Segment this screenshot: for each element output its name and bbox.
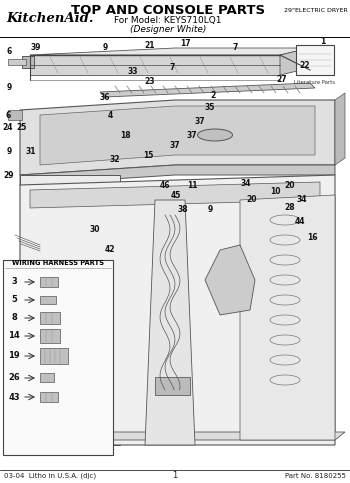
Text: 1: 1 [320, 38, 326, 46]
Text: 34: 34 [297, 196, 307, 204]
Text: 21: 21 [145, 42, 155, 51]
Text: 1: 1 [172, 471, 177, 481]
Text: 37: 37 [187, 130, 197, 140]
Text: KitchenAid.: KitchenAid. [6, 12, 93, 25]
Polygon shape [30, 182, 320, 208]
Text: (Designer White): (Designer White) [130, 26, 206, 34]
Bar [8, 59, 26, 65]
Bar [3, 260, 113, 455]
Bar [40, 277, 58, 287]
Polygon shape [280, 48, 310, 75]
Text: 35: 35 [205, 103, 215, 113]
Text: 26: 26 [8, 373, 20, 383]
Text: 39: 39 [31, 43, 41, 52]
Text: 20: 20 [247, 196, 257, 204]
Text: 11: 11 [187, 181, 197, 189]
Bar [40, 392, 58, 402]
Bar [22, 56, 34, 68]
Bar [40, 329, 60, 343]
Text: 5: 5 [11, 296, 17, 304]
Text: TOP AND CONSOLE PARTS: TOP AND CONSOLE PARTS [71, 3, 265, 16]
Text: 16: 16 [307, 233, 317, 242]
Text: 4: 4 [107, 111, 113, 119]
Polygon shape [240, 195, 335, 440]
Polygon shape [30, 48, 310, 55]
Text: 8: 8 [11, 313, 17, 323]
Polygon shape [20, 100, 335, 175]
Text: 19: 19 [8, 352, 20, 360]
Polygon shape [20, 175, 120, 445]
Text: 32: 32 [110, 156, 120, 165]
Bar [40, 373, 54, 382]
Text: Part No. 8180255: Part No. 8180255 [285, 473, 346, 479]
Text: 28: 28 [285, 202, 295, 212]
Text: 14: 14 [8, 331, 20, 341]
Polygon shape [30, 55, 280, 75]
Text: 38: 38 [178, 205, 188, 214]
Text: 2: 2 [210, 90, 216, 99]
Text: WIRING HARNESS PARTS: WIRING HARNESS PARTS [12, 260, 104, 266]
Text: 7: 7 [232, 43, 238, 52]
Text: 46: 46 [160, 181, 170, 189]
Text: 9: 9 [6, 84, 12, 93]
Polygon shape [40, 106, 315, 165]
Text: 03-04  Litho in U.S.A. (djc): 03-04 Litho in U.S.A. (djc) [4, 473, 96, 479]
Text: 17: 17 [180, 39, 190, 47]
Text: 43: 43 [8, 393, 20, 401]
Bar [155, 377, 190, 395]
Bar [8, 110, 22, 120]
Polygon shape [145, 200, 195, 445]
Text: 27: 27 [277, 75, 287, 85]
Polygon shape [205, 245, 255, 315]
Polygon shape [20, 165, 335, 185]
Text: 37: 37 [195, 117, 205, 127]
Text: 23: 23 [145, 77, 155, 86]
Text: 24: 24 [3, 124, 13, 132]
Text: 18: 18 [120, 130, 130, 140]
Text: 15: 15 [143, 151, 153, 159]
Text: 6: 6 [5, 111, 10, 119]
Polygon shape [20, 175, 335, 445]
Text: 7: 7 [169, 63, 175, 72]
Text: 34: 34 [241, 179, 251, 187]
Text: 30: 30 [90, 226, 100, 235]
Text: 42: 42 [105, 245, 115, 255]
Bar [40, 312, 60, 324]
Text: For Model: KEYS710LQ1: For Model: KEYS710LQ1 [114, 16, 222, 26]
Bar [40, 296, 56, 304]
Bar [296, 45, 334, 75]
Text: 33: 33 [128, 68, 138, 76]
Text: 29"ELECTRIC DRYER: 29"ELECTRIC DRYER [284, 8, 348, 13]
Bar [40, 348, 68, 364]
Text: 31: 31 [26, 147, 36, 156]
Text: 45: 45 [171, 191, 181, 200]
Ellipse shape [197, 129, 232, 141]
Text: 3: 3 [11, 278, 17, 286]
Text: 10: 10 [270, 187, 280, 197]
Text: 9: 9 [6, 147, 12, 156]
Text: 9: 9 [102, 43, 108, 52]
Text: 29: 29 [4, 170, 14, 180]
Text: 44: 44 [295, 217, 305, 227]
Text: 22: 22 [300, 60, 310, 70]
Polygon shape [335, 93, 345, 165]
Text: 37: 37 [170, 141, 180, 150]
Text: 20: 20 [285, 181, 295, 189]
Text: 36: 36 [100, 94, 110, 102]
Polygon shape [20, 432, 345, 440]
Text: 25: 25 [17, 124, 27, 132]
Polygon shape [100, 83, 315, 97]
Text: Literature Parts: Literature Parts [294, 80, 336, 85]
Text: 9: 9 [207, 205, 213, 214]
Text: 6: 6 [6, 47, 12, 57]
